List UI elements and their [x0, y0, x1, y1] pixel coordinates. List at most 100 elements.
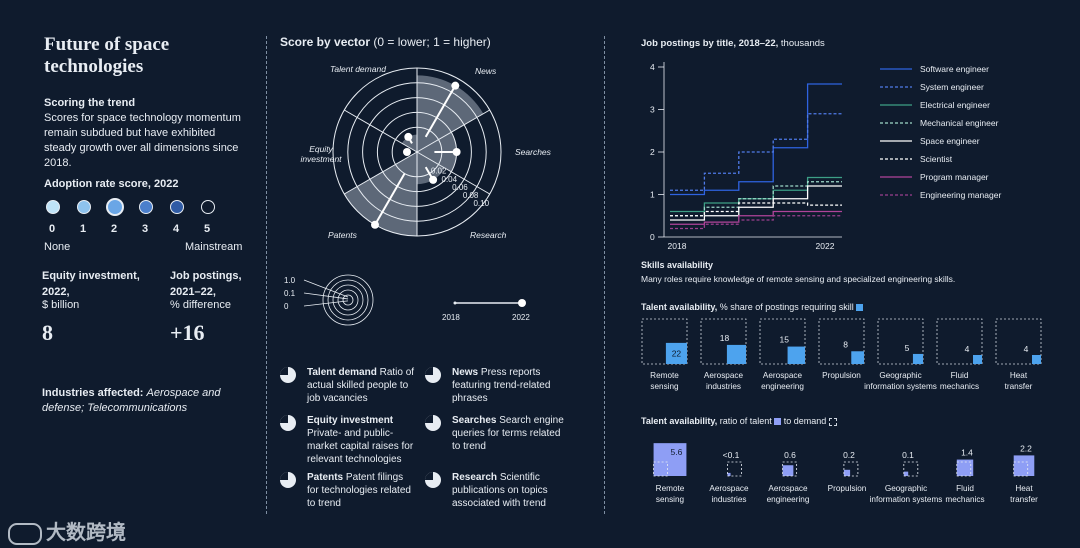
adoption-dot	[77, 200, 91, 214]
share-category-label: Propulsion	[822, 371, 861, 380]
jobs-chart-title-rest: thousands	[780, 38, 825, 49]
legend-scale-label: 1.0	[284, 276, 296, 285]
legend-ring	[342, 294, 354, 306]
vector-description-text: Scientific publications on topics associ…	[452, 472, 548, 509]
legend-ring	[332, 284, 364, 316]
ratio-talent-square	[782, 465, 794, 476]
ratio-category-label: Fluid	[956, 484, 974, 493]
jobs-series-line	[670, 202, 842, 217]
share-bar	[912, 353, 923, 364]
share-category-label: sensing	[650, 382, 679, 391]
ratio-value-label: 1.4	[961, 448, 973, 458]
vector-icon	[425, 367, 441, 383]
ratio-bar-chart: 5.6 Remote sensing <0.1 Aerospace industries 0…	[653, 443, 1038, 504]
ratio-value-label: 0.2	[843, 450, 855, 460]
timeline-end-dot	[518, 299, 526, 307]
share-value-label: 4	[1024, 344, 1029, 354]
divider-left	[266, 36, 267, 514]
share-value-label: 15	[780, 335, 790, 345]
legend-scale-label: 0.1	[284, 289, 296, 298]
share-category-label: Heat	[1010, 371, 1028, 380]
share-bar	[665, 342, 687, 364]
radar-axis-label: Patents	[328, 230, 358, 240]
ratio-category-label: Geographic	[885, 484, 927, 493]
radar-axis-label: Research	[470, 230, 507, 240]
jobs-legend-label: Electrical engineer	[920, 100, 990, 110]
share-category-label: Geographic	[879, 371, 921, 380]
demand-legend-icon	[828, 417, 837, 426]
share-bar-chart: 22 Remote sensing 18 Aerospace industries 15 Ae…	[641, 318, 1042, 391]
radar-spoke	[416, 151, 490, 195]
vector-icon-quadrant	[425, 415, 433, 423]
none-label: None	[44, 241, 71, 253]
ratio-category-label: Remote	[656, 484, 685, 493]
ratio-value-label: 0.1	[902, 450, 914, 460]
radar-scale-label: 0.08	[463, 191, 479, 200]
share-category-label: Fluid	[951, 371, 969, 380]
ratio-category-label: mechanics	[945, 495, 984, 504]
legend-ring	[337, 289, 359, 311]
share-category-label: information systems	[864, 382, 937, 391]
vector-description-text: Private- and public-market capital raise…	[307, 428, 414, 465]
legend-ring	[327, 279, 369, 321]
jobs-unit: % difference	[170, 299, 231, 311]
radar-axis-label: News	[475, 66, 497, 76]
radar-title-bold: Score by vector	[280, 35, 371, 49]
vector-icon-quadrant	[425, 367, 433, 375]
jobs-ytick-label: 0	[650, 232, 655, 242]
ratio-demand-square	[653, 461, 668, 477]
radar-lollipop-head	[452, 148, 461, 156]
radar-lollipop-head	[429, 175, 438, 184]
share-legend-icon	[856, 304, 864, 312]
share-category-label: Remote	[650, 371, 679, 380]
radar-scale-label: 0.10	[473, 199, 489, 208]
ratio-category-label: industries	[711, 495, 746, 504]
vector-description-name: Talent demand	[307, 367, 380, 378]
scoring-heading: Scoring the trend	[44, 97, 136, 109]
ratio-demand-square	[956, 461, 972, 477]
jobs-legend-label: Program manager	[920, 172, 989, 182]
vector-description: Talent demand Ratio of actual skilled pe…	[307, 366, 415, 405]
legend-scale-label: 0	[284, 302, 289, 311]
vector-description-name: Research	[452, 472, 500, 483]
ratio-demand-square	[727, 461, 742, 477]
share-frame	[700, 318, 747, 365]
share-value-label: 5	[905, 343, 910, 353]
jobs-line-chart: 0 1 2 3 4 2018 2022 Software engineer System eng…	[650, 62, 1001, 251]
ratio-title: Talent availability, ratio of talent to …	[641, 416, 837, 426]
vector-description-text: Press reports featuring trend-related ph…	[452, 367, 551, 404]
adoption-dot	[46, 200, 60, 214]
ratio-category-label: engineering	[767, 495, 810, 504]
jobs-chart-title: Job postings by title, 2018–22, thousand…	[641, 38, 825, 49]
ratio-talent-square	[653, 443, 687, 476]
jobs-series-line	[670, 215, 842, 230]
adoption-scale: 0 1 2 3 4 5	[44, 198, 244, 258]
vector-icon	[425, 415, 441, 431]
vector-description-name: Searches	[452, 415, 500, 426]
share-category-label: transfer	[1005, 382, 1033, 391]
adoption-level-label: 3	[142, 223, 149, 235]
share-bar	[1032, 355, 1041, 364]
share-title: Talent availability, % share of postings…	[641, 302, 864, 312]
ratio-category-label: Aerospace	[709, 484, 749, 493]
vector-icon	[280, 472, 296, 488]
ratio-title-bold: Talent availability,	[641, 416, 718, 426]
share-frame	[877, 318, 924, 365]
ratio-demand-square	[1013, 461, 1029, 477]
radar-title-rest: (0 = lower; 1 = higher)	[373, 35, 491, 49]
page-title: Future of space technologies	[44, 34, 170, 77]
radar-spoke	[344, 151, 418, 195]
radar-title: Score by vector (0 = lower; 1 = higher)	[280, 35, 491, 49]
vector-icon-quadrant	[280, 415, 288, 423]
vector-icon-quadrant	[425, 472, 433, 480]
vector-description-name: News	[452, 367, 481, 378]
industries: Industries affected: Aerospace and defen…	[42, 386, 262, 416]
jobs-ytick-label: 2	[650, 147, 655, 157]
radar-scale-label: 0.06	[452, 183, 468, 192]
share-frame	[936, 318, 983, 365]
ratio-value-label: 5.6	[671, 447, 683, 457]
radar-lollipop-stem	[424, 85, 457, 138]
vector-description: Research Scientific publications on topi…	[452, 471, 567, 510]
equity-value: 8	[42, 320, 53, 345]
share-category-label: mechanics	[940, 382, 979, 391]
